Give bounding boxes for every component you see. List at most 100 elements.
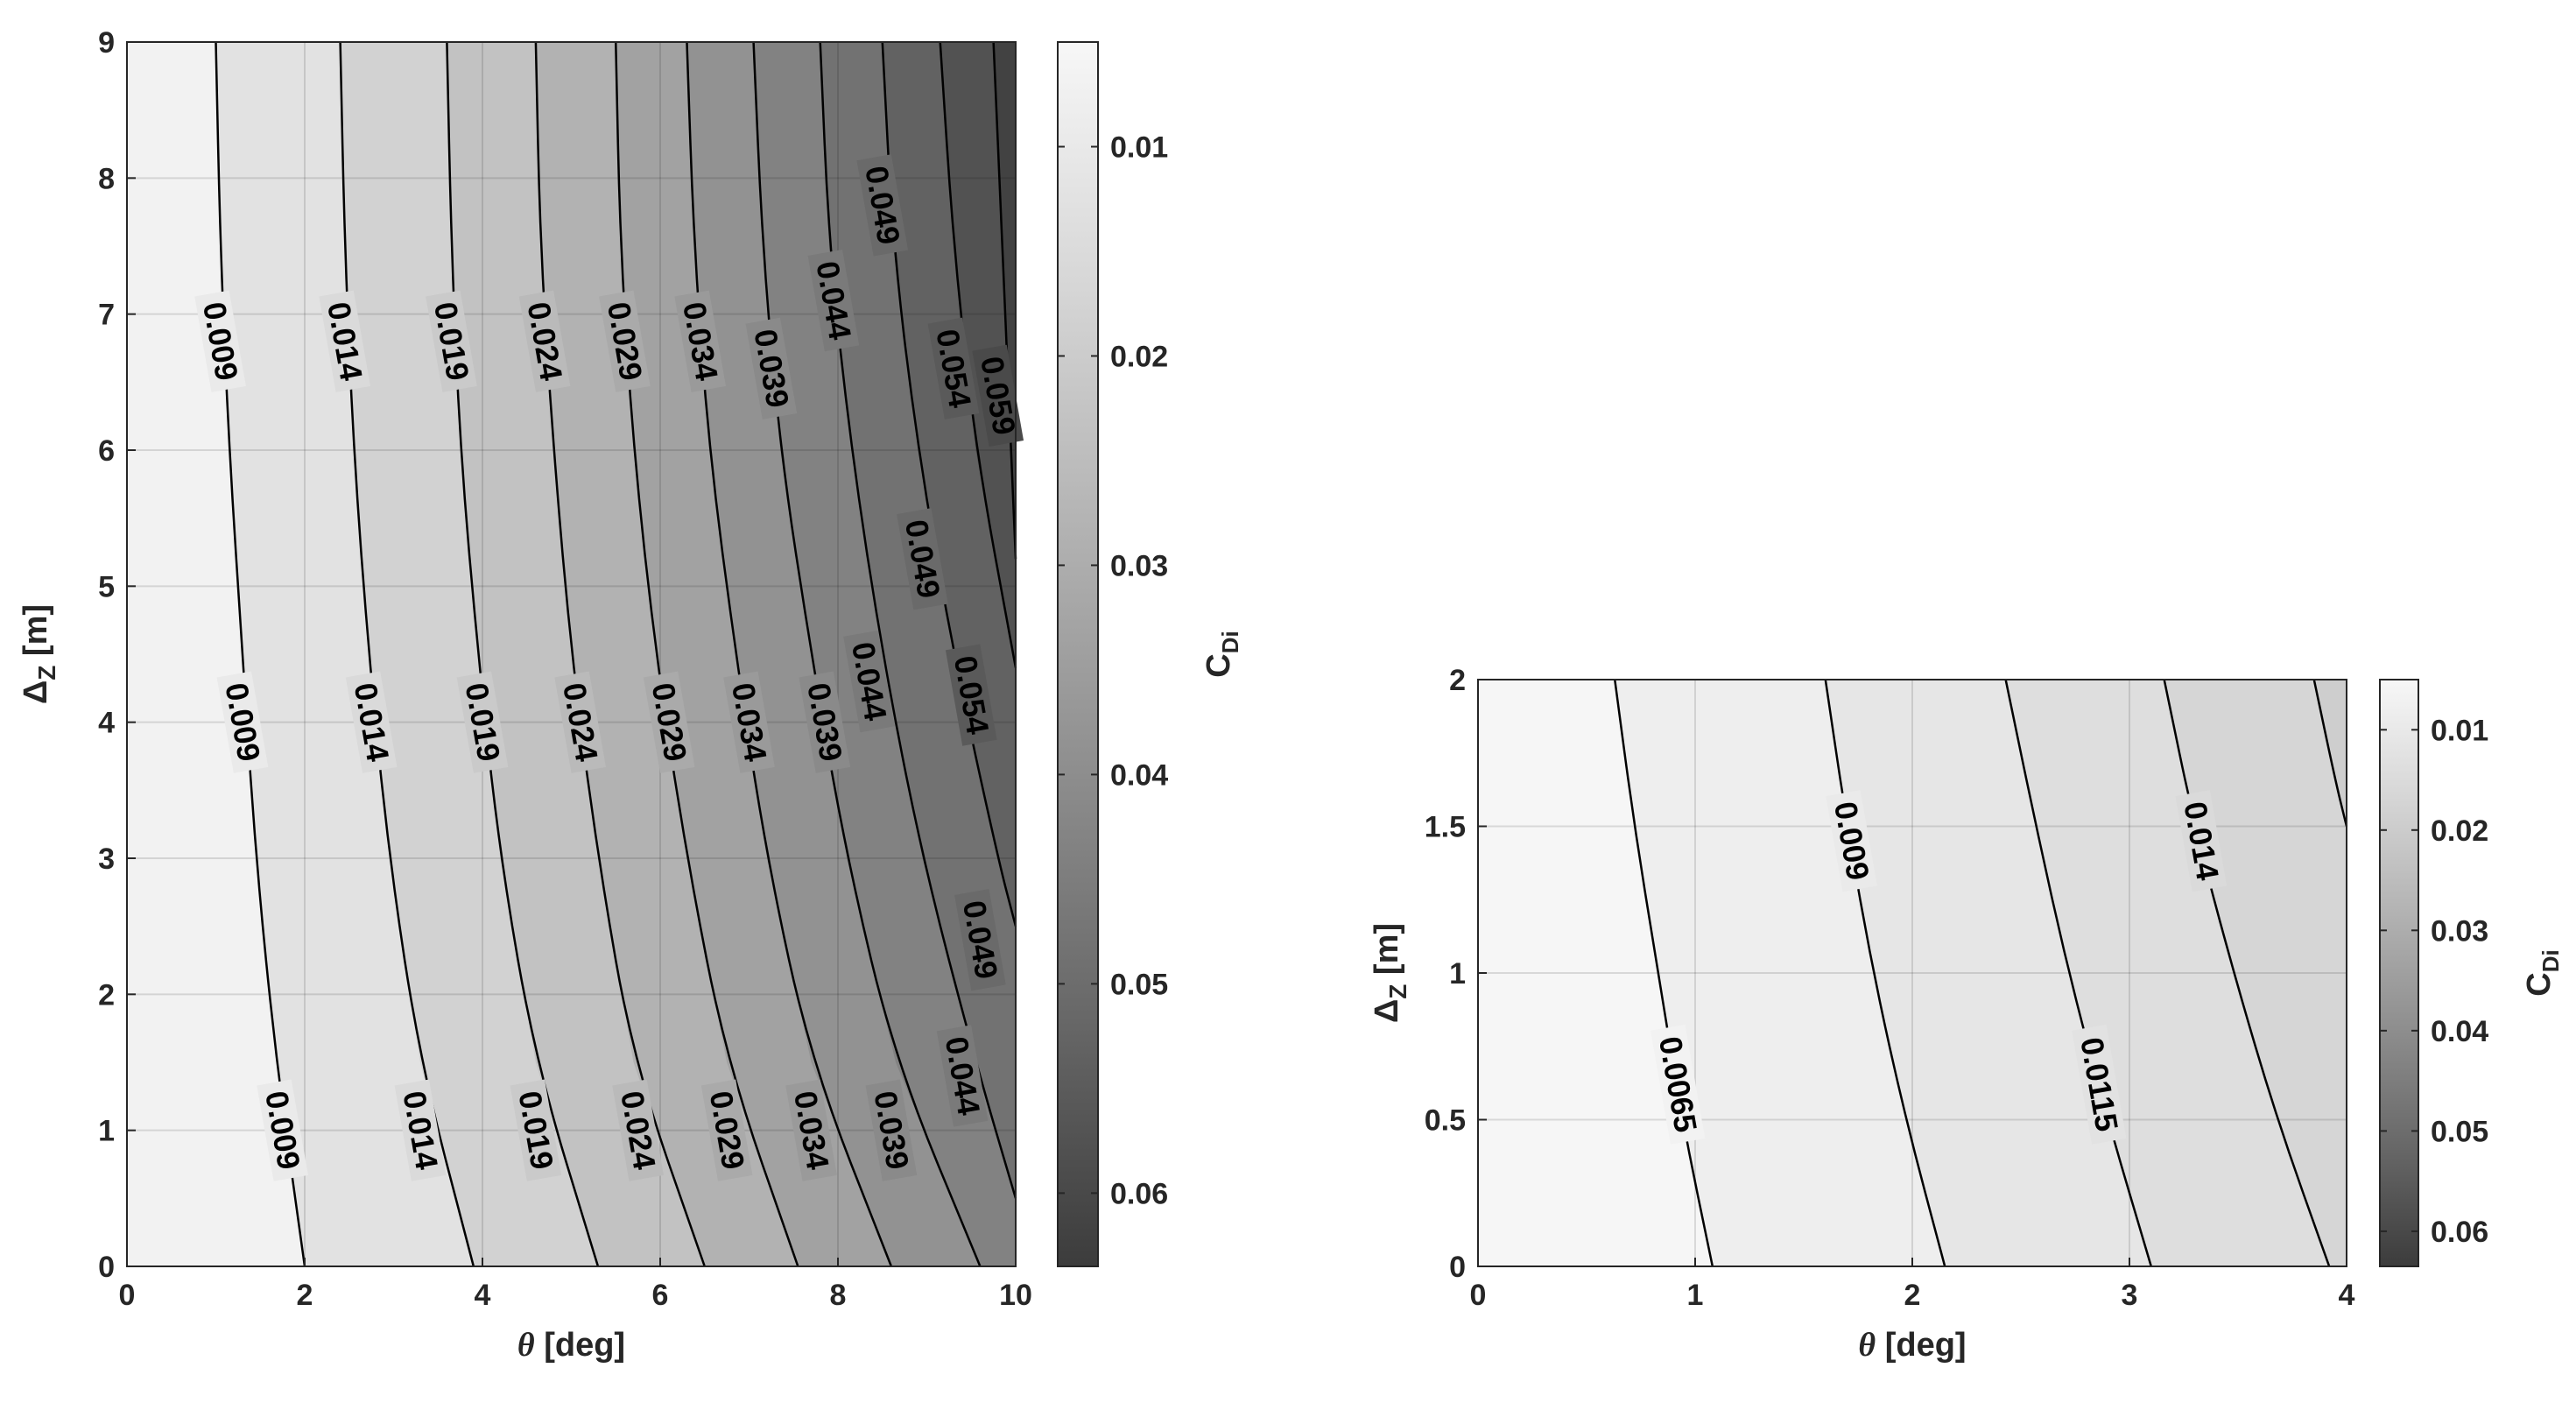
- left-x-axis-symbol: θ: [517, 1327, 535, 1364]
- right-colorbar-tick-label: 0.03: [2431, 914, 2488, 948]
- right-contour-label-bg: [1826, 790, 1877, 892]
- right-x-axis-unit: [deg]: [1876, 1327, 1966, 1364]
- left-y-tick-label: 3: [98, 843, 115, 876]
- right-x-tick-label: 4: [2339, 1279, 2355, 1312]
- left-contour-label-bg: [954, 889, 1006, 991]
- left-contour-label-bg: [194, 290, 246, 392]
- right-contour-label: 0.014: [2175, 790, 2228, 892]
- right-x-tick-label: 1: [1687, 1279, 1704, 1312]
- right-colorbar-tick-label: 0.06: [2431, 1216, 2488, 1249]
- left-contour-label-bg: [799, 671, 851, 773]
- left-contour-label-bg: [518, 290, 571, 392]
- right-y-tick-label: 1.5: [1425, 811, 1466, 844]
- left-y-tick-label: 4: [98, 707, 115, 740]
- right-y-tick-label: 0.5: [1425, 1104, 1466, 1138]
- right-y-axis-label: ΔZ [m]: [1369, 923, 1411, 1023]
- left-contour-label-bg: [936, 1025, 989, 1127]
- left-contour-label-bg: [456, 671, 509, 773]
- left-y-ticks: 0 1 2 3 4 5 6 7 8 9: [98, 26, 136, 1284]
- left-colorbar-tick-label: 0.01: [1110, 130, 1168, 164]
- left-contour-label-bg: [785, 1079, 837, 1181]
- left-contour-label-bg: [843, 630, 895, 733]
- left-plot-frame: [126, 41, 1017, 1267]
- left-contour-label-bg: [856, 154, 909, 257]
- left-contour-label-bg: [723, 671, 775, 773]
- left-contour-label-bg: [674, 290, 727, 392]
- left-contour-label-bg: [700, 1079, 753, 1181]
- left-contour-label-bg: [807, 250, 860, 352]
- right-y-ticks: 0 0.5 1 1.5 2: [1425, 664, 1487, 1284]
- left-contour-label-bg: [745, 317, 798, 419]
- left-y-tick-label: 9: [98, 26, 115, 60]
- left-y-tick-label: 0: [98, 1251, 115, 1284]
- left-colorbar-tick-label: 0.03: [1110, 549, 1168, 582]
- left-colorbar-tick-label: 0.04: [1110, 758, 1168, 792]
- left-contour-label: 0.034: [723, 671, 775, 773]
- left-colorbar-ticks: 0.01 0.02 0.03 0.04 0.05 0.06: [1058, 130, 1168, 1210]
- right-band-fill: [1478, 680, 1713, 1266]
- left-colorbar-label-sub: Di: [1217, 631, 1243, 653]
- left-x-tick-label: 6: [652, 1279, 669, 1312]
- right-x-ticks: 0 1 2 3 4: [1470, 1258, 2355, 1312]
- right-y-axis-subscript: Z: [1384, 984, 1411, 999]
- left-contour-line: [752, 41, 982, 1267]
- left-y-tick-label: 1: [98, 1115, 115, 1148]
- right-colorbar: [2379, 679, 2419, 1267]
- right-contour-label-bg: [2072, 1024, 2127, 1145]
- left-colorbar-label-main: C: [1200, 653, 1237, 677]
- right-x-axis-symbol: θ: [1858, 1327, 1876, 1364]
- right-colorbar-tick-label: 0.02: [2431, 814, 2488, 848]
- left-y-tick-label: 2: [98, 978, 115, 1012]
- left-x-axis-unit: [deg]: [535, 1327, 625, 1364]
- left-contour-label-bg: [945, 644, 997, 746]
- left-contour-label-bg: [643, 671, 695, 773]
- left-contour-label: 0.054: [927, 317, 980, 419]
- left-contour-label-bg: [426, 290, 477, 392]
- left-contour-chart: 0.009 0.014 0.019 0.024 0.029 0.034 0.0390.044…: [18, 26, 1243, 1364]
- right-y-tick-label: 2: [1449, 664, 1466, 697]
- left-x-tick-label: 4: [475, 1279, 491, 1312]
- right-y-tick-label: 0: [1449, 1251, 1466, 1284]
- right-x-tick-label: 2: [1904, 1279, 1921, 1312]
- left-x-axis-label: θ [deg]: [517, 1327, 625, 1364]
- right-colorbar-label-sub: Di: [2537, 949, 2564, 972]
- left-y-axis-symbol: Δ: [18, 680, 54, 704]
- right-colorbar-tick-label: 0.05: [2431, 1115, 2488, 1148]
- left-contour-label-bg: [216, 671, 269, 773]
- right-colorbar-label-main: C: [2521, 972, 2558, 996]
- left-y-tick-label: 7: [98, 299, 115, 332]
- right-colorbar-tick-label: 0.04: [2431, 1015, 2488, 1048]
- left-y-axis-unit: [m]: [18, 604, 54, 666]
- right-contour-label-bg: [2175, 790, 2228, 892]
- left-y-tick-label: 8: [98, 162, 115, 195]
- left-colorbar: [1057, 41, 1099, 1267]
- right-colorbar-label: CDi: [2521, 949, 2564, 996]
- left-y-tick-label: 6: [98, 434, 115, 468]
- left-contour-label-bg: [510, 1079, 562, 1181]
- right-contour-label-bg: [1650, 1024, 1706, 1145]
- left-contour-label-bg: [257, 1079, 308, 1181]
- left-contour-label: 0.059: [972, 344, 1024, 447]
- left-colorbar-tick-label: 0.06: [1110, 1177, 1168, 1210]
- right-y-tick-label: 1: [1449, 957, 1466, 991]
- right-y-axis-unit: [m]: [1369, 923, 1405, 984]
- left-y-tick-label: 5: [98, 570, 115, 603]
- left-x-tick-label: 10: [999, 1279, 1032, 1312]
- left-contour-label-bg: [612, 1079, 664, 1181]
- right-y-axis-symbol: Δ: [1369, 999, 1405, 1023]
- right-x-axis-label: θ [deg]: [1858, 1327, 1966, 1364]
- left-contour-label-bg: [927, 317, 980, 419]
- right-contour-line: [2312, 679, 2348, 827]
- left-y-axis-label: ΔZ [m]: [18, 604, 60, 704]
- left-contour-label-bg: [865, 1079, 918, 1181]
- left-x-ticks: 0 2 4 6 8 10: [119, 1258, 1032, 1312]
- left-contour-label-bg: [897, 508, 948, 610]
- left-x-tick-label: 8: [830, 1279, 847, 1312]
- left-contour-label: 0.019: [456, 671, 509, 773]
- left-contour-label-bg: [394, 1079, 447, 1181]
- right-x-tick-label: 0: [1470, 1279, 1487, 1312]
- left-y-axis-subscript: Z: [33, 666, 60, 680]
- left-x-tick-label: 0: [119, 1279, 136, 1312]
